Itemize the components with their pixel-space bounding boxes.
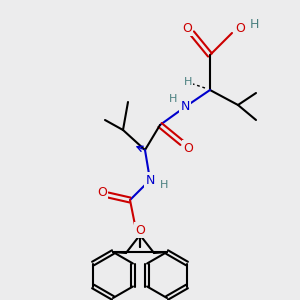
Text: O: O [182,22,192,34]
Text: N: N [145,173,155,187]
Text: O: O [97,185,107,199]
Text: H: H [249,19,259,32]
Text: N: N [180,100,190,113]
Text: H: H [160,180,168,190]
Text: O: O [183,142,193,154]
Text: H: H [184,77,192,87]
Text: O: O [97,185,107,199]
Text: H: H [184,77,192,87]
Text: N: N [145,173,155,187]
Text: O: O [135,224,145,236]
Text: H: H [249,19,259,32]
Text: H: H [160,180,168,190]
Text: O: O [235,22,245,34]
Text: O: O [135,224,145,236]
Text: N: N [180,100,190,113]
Text: H: H [169,94,177,104]
Text: O: O [235,22,245,34]
Text: O: O [183,142,193,154]
Text: H: H [169,94,177,104]
Text: O: O [182,22,192,34]
